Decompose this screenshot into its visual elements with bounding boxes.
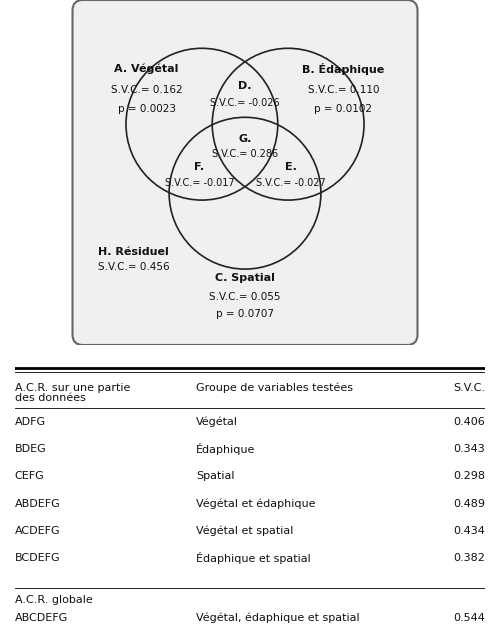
- Text: S.V.C.= 0.286: S.V.C.= 0.286: [212, 149, 278, 158]
- Text: 0.434: 0.434: [453, 526, 485, 536]
- Text: 0.489: 0.489: [453, 499, 485, 509]
- Text: 0.406: 0.406: [453, 417, 485, 427]
- Text: ACDEFG: ACDEFG: [15, 526, 60, 536]
- Text: Végétal et spatial: Végétal et spatial: [196, 525, 293, 536]
- Text: des données: des données: [15, 394, 86, 403]
- Text: H. Résiduel: H. Résiduel: [98, 247, 169, 257]
- Text: p = 0.0023: p = 0.0023: [118, 104, 176, 114]
- Text: 0.382: 0.382: [453, 553, 485, 563]
- Text: D.: D.: [238, 81, 252, 91]
- Text: S.V.C.= -0.026: S.V.C.= -0.026: [210, 99, 280, 108]
- Text: F.: F.: [195, 162, 204, 172]
- FancyBboxPatch shape: [73, 0, 417, 345]
- Text: BDEG: BDEG: [15, 444, 47, 454]
- Text: ABCDEFG: ABCDEFG: [15, 613, 68, 623]
- Text: ABDEFG: ABDEFG: [15, 499, 60, 509]
- Text: S.V.C.= -0.027: S.V.C.= -0.027: [256, 178, 325, 188]
- Text: C. Spatial: C. Spatial: [215, 273, 275, 283]
- Text: E.: E.: [285, 162, 296, 172]
- Text: Édaphique: Édaphique: [196, 443, 255, 455]
- Text: S.V.C.= 0.110: S.V.C.= 0.110: [308, 85, 379, 95]
- Text: CEFG: CEFG: [15, 472, 45, 482]
- Text: p = 0.0102: p = 0.0102: [314, 104, 372, 114]
- Text: 0.298: 0.298: [453, 472, 485, 482]
- Text: S.V.C.: S.V.C.: [453, 382, 485, 392]
- Text: ADFG: ADFG: [15, 417, 46, 427]
- Text: A. Végétal: A. Végétal: [115, 64, 179, 74]
- Text: B. Édaphique: B. Édaphique: [302, 63, 385, 75]
- Text: A.C.R. sur une partie: A.C.R. sur une partie: [15, 382, 130, 392]
- Text: S.V.C.= -0.017: S.V.C.= -0.017: [165, 178, 234, 188]
- Text: Spatial: Spatial: [196, 472, 234, 482]
- Text: Groupe de variables testées: Groupe de variables testées: [196, 382, 353, 393]
- Text: Édaphique et spatial: Édaphique et spatial: [196, 552, 311, 564]
- Text: Végétal: Végétal: [196, 417, 238, 427]
- Text: G.: G.: [238, 134, 252, 144]
- Text: p = 0.0707: p = 0.0707: [216, 309, 274, 319]
- Text: S.V.C.= 0.055: S.V.C.= 0.055: [209, 292, 281, 302]
- Text: S.V.C.= 0.456: S.V.C.= 0.456: [98, 262, 170, 272]
- Text: S.V.C.= 0.162: S.V.C.= 0.162: [111, 85, 182, 95]
- Text: A.C.R. globale: A.C.R. globale: [15, 596, 93, 605]
- Text: Végétal, édaphique et spatial: Végétal, édaphique et spatial: [196, 613, 360, 624]
- Text: 0.544: 0.544: [453, 613, 485, 623]
- Text: Végétal et édaphique: Végétal et édaphique: [196, 498, 315, 509]
- Text: BCDEFG: BCDEFG: [15, 553, 60, 563]
- Text: 0.343: 0.343: [453, 444, 485, 454]
